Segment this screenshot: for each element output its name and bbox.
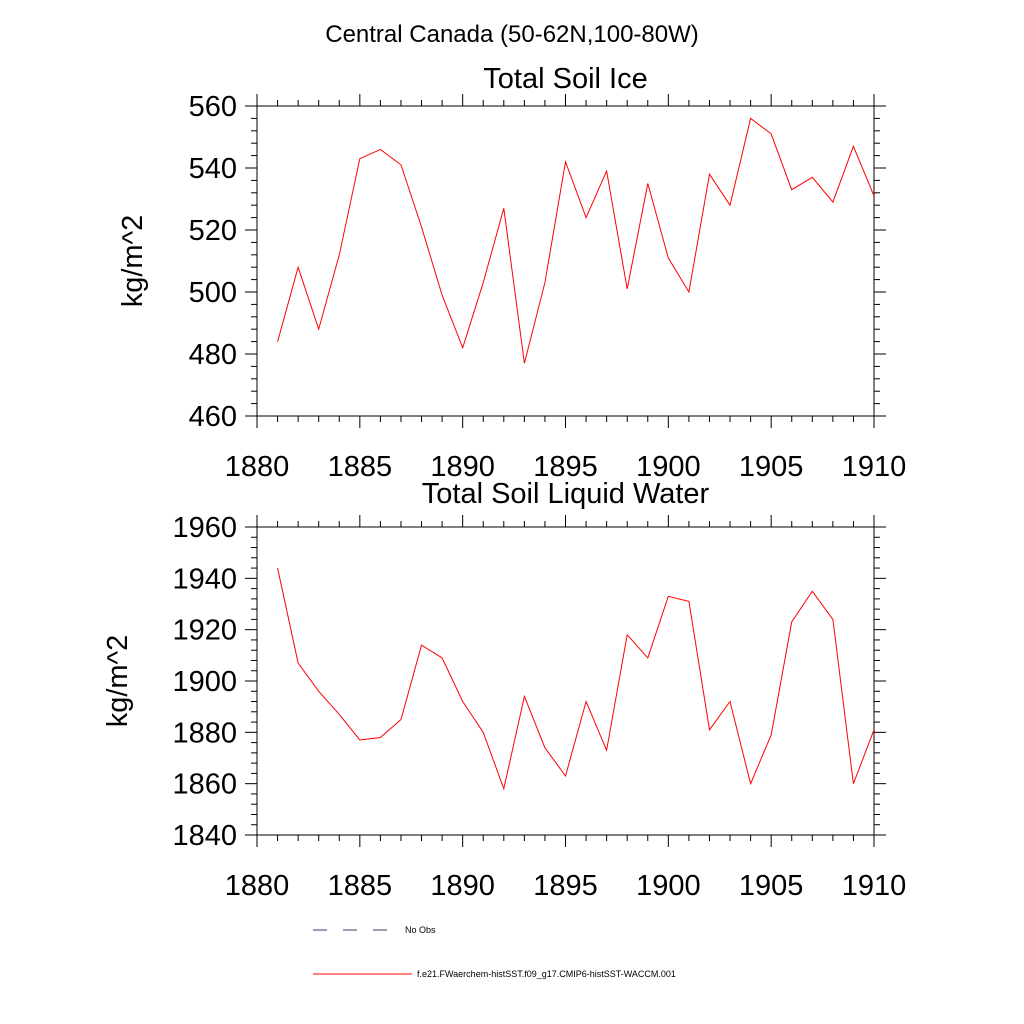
y-tick-label: 1860 (172, 769, 237, 801)
y-tick-label: 1960 (172, 512, 237, 544)
plot-title: Total Soil Liquid Water (422, 478, 710, 510)
y-tick-label: 480 (189, 339, 237, 371)
y-tick-label: 560 (189, 91, 237, 123)
y-axis-label: kg/m^2 (102, 635, 134, 728)
y-tick-label: 1900 (172, 666, 237, 698)
y-tick-label: 1840 (172, 820, 237, 852)
series-line-soil-liquid-water (277, 567, 875, 791)
legend: No Obs f.e21.FWaerchem-histSST.f09_g17.C… (313, 925, 676, 979)
plot-panel-soil-liquid-water: Total Soil Liquid Water kg/m^2 1880 1885 189… (102, 478, 906, 902)
x-tick-label: 1910 (842, 451, 907, 483)
x-tick-label: 1895 (533, 451, 598, 483)
x-tick-label: 1890 (430, 870, 495, 902)
x-tick-label: 1895 (533, 870, 598, 902)
legend-label-no-obs: No Obs (405, 925, 436, 935)
plot-panel-soil-ice: Total Soil Ice kg/m^2 1880 1885 1890 1895 1900… (117, 63, 906, 483)
x-tick-label: 1885 (328, 870, 393, 902)
series-line-soil-ice (277, 117, 875, 364)
plot-title: Total Soil Ice (483, 63, 647, 95)
y-tick-label: 520 (189, 215, 237, 247)
y-tick-label: 500 (189, 277, 237, 309)
y-tick-label: 1880 (172, 717, 237, 749)
x-tick-label: 1910 (842, 870, 907, 902)
figure-title: Central Canada (50-62N,100-80W) (325, 21, 699, 48)
x-tick-label: 1900 (636, 870, 701, 902)
y-axis-label: kg/m^2 (117, 215, 149, 308)
x-tick-label: 1905 (739, 451, 804, 483)
x-tick-label: 1900 (636, 451, 701, 483)
x-tick-label: 1885 (328, 451, 393, 483)
y-tick-label: 1940 (172, 563, 237, 595)
x-tick-label: 1890 (430, 451, 495, 483)
y-tick-label: 460 (189, 401, 237, 433)
x-tick-label: 1880 (225, 451, 290, 483)
legend-label-model: f.e21.FWaerchem-histSST.f09_g17.CMIP6-hi… (417, 969, 676, 979)
plot-frame (256, 105, 875, 417)
y-tick-label: 540 (189, 153, 237, 185)
x-tick-label: 1880 (225, 870, 290, 902)
x-tick-label: 1905 (739, 870, 804, 902)
y-tick-label: 1920 (172, 615, 237, 647)
